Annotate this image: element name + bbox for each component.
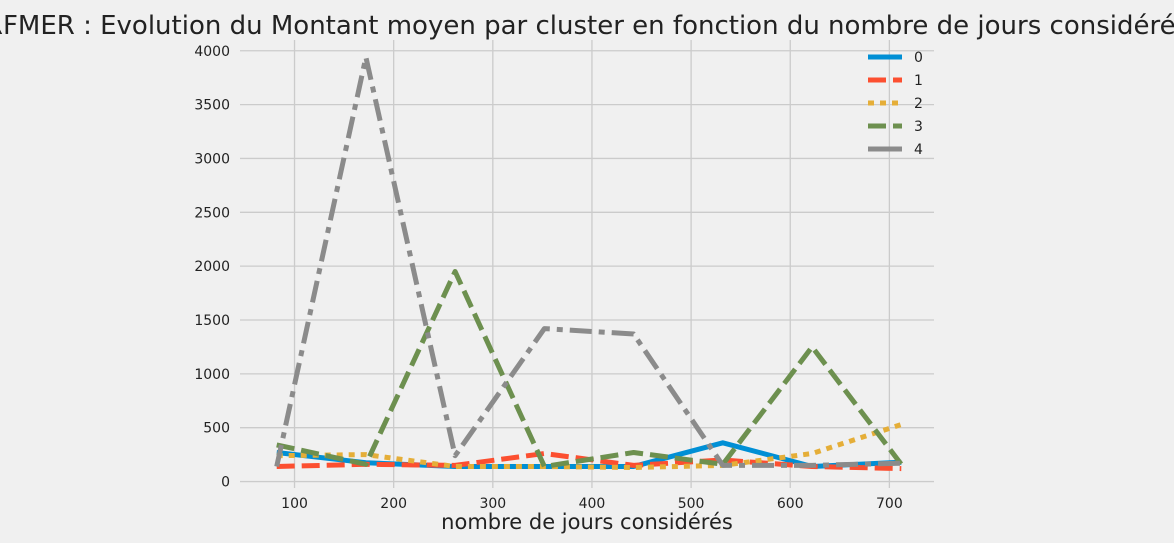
legend-label-4: 4 — [914, 142, 923, 158]
series-line-4 — [274, 54, 902, 468]
x-tick-label: 400 — [579, 496, 606, 512]
x-axis-label: nombre de jours considérés — [441, 510, 733, 534]
legend-label-1: 1 — [914, 73, 923, 89]
x-axis-ticks: 100 200 300 400 500 600 700 — [281, 496, 903, 512]
grid — [240, 40, 934, 488]
x-tick-label: 100 — [281, 496, 308, 512]
y-tick-label: 3000 — [194, 151, 230, 167]
x-tick-label: 700 — [876, 496, 903, 512]
series-lines — [274, 54, 904, 472]
y-tick-label: 0 — [221, 475, 230, 491]
series-line-3 — [276, 269, 904, 469]
x-tick-label: 500 — [678, 496, 705, 512]
y-axis-ticks: 0 500 1000 1500 2000 2500 3000 3500 4000 — [194, 44, 230, 491]
y-tick-label: 4000 — [194, 44, 230, 60]
series-line-2 — [276, 422, 903, 470]
legend-label-3: 3 — [914, 119, 923, 135]
y-tick-label: 2000 — [194, 259, 230, 275]
x-tick-label: 600 — [777, 496, 804, 512]
y-tick-label: 3500 — [194, 98, 230, 114]
chart-title: RFMER : Evolution du Montant moyen par c… — [0, 11, 1174, 41]
y-tick-label: 1000 — [194, 367, 230, 383]
legend-label-2: 2 — [914, 96, 923, 112]
y-tick-label: 2500 — [194, 205, 230, 221]
legend-label-0: 0 — [914, 50, 923, 66]
y-tick-label: 1500 — [194, 313, 230, 329]
y-tick-label: 500 — [203, 421, 230, 437]
x-tick-label: 300 — [479, 496, 506, 512]
legend: 0 1 2 3 4 — [868, 50, 923, 158]
x-tick-label: 200 — [380, 496, 407, 512]
